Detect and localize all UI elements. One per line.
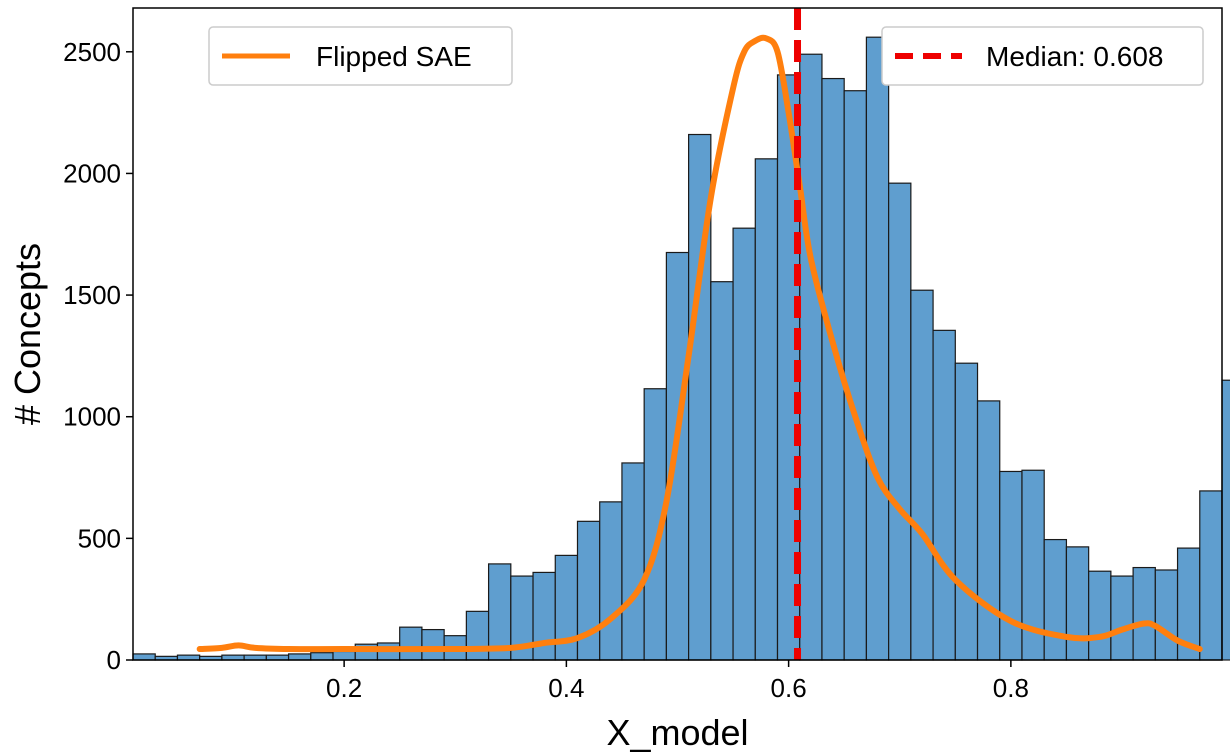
legend-median: Median: 0.608 xyxy=(881,26,1204,86)
y-tick-label: 2500 xyxy=(63,37,121,67)
histogram-bar xyxy=(865,36,890,661)
x-tick-label: 0.4 xyxy=(548,673,584,703)
histogram-bar xyxy=(910,289,934,661)
histogram-bar xyxy=(843,90,868,661)
legend-flipped-sae: Flipped SAE xyxy=(208,26,513,86)
kde-line-flipped-sae xyxy=(196,34,1203,653)
histogram-bar xyxy=(310,652,334,661)
histogram-bar xyxy=(710,281,734,661)
histogram-bar xyxy=(421,628,445,661)
legend-box xyxy=(881,26,1204,86)
y-tick-label: 1500 xyxy=(63,280,121,310)
histogram-bar xyxy=(287,653,312,661)
histogram-bar xyxy=(754,158,779,661)
histogram-bar xyxy=(799,53,823,661)
y-tick-label: 0 xyxy=(107,645,121,675)
histogram-bar xyxy=(1110,575,1134,661)
histogram-bar xyxy=(1199,490,1223,661)
histogram-bar xyxy=(132,653,156,661)
histogram-bar xyxy=(1132,566,1156,661)
y-tick-label: 1000 xyxy=(63,402,121,432)
histogram-bar xyxy=(621,462,645,661)
histogram-bar xyxy=(1065,546,1090,661)
histogram-bar xyxy=(1221,379,1230,661)
legend-box xyxy=(208,26,513,86)
x-tick-label: 0.6 xyxy=(771,673,807,703)
legend-label: Median: 0.608 xyxy=(986,41,1163,72)
histogram-bar xyxy=(999,470,1023,661)
x-tick-label: 0.8 xyxy=(993,673,1029,703)
histogram-bar xyxy=(332,650,356,661)
histogram-bar xyxy=(465,610,490,661)
histogram-bar xyxy=(399,626,423,661)
x-axis-ticks: 0.2 0.4 0.6 0.8 xyxy=(326,660,1029,703)
x-tick-label: 0.2 xyxy=(326,673,362,703)
y-axis-label: # Concepts xyxy=(7,243,48,425)
histogram-bar xyxy=(665,251,690,661)
y-tick-label: 2000 xyxy=(63,158,121,188)
histogram-bar xyxy=(976,400,1001,661)
plot-frame xyxy=(132,7,1223,661)
histogram-bar xyxy=(1088,570,1112,661)
y-axis-ticks: 0 500 1000 1500 2000 2500 xyxy=(63,37,133,675)
histogram-bar xyxy=(954,362,979,661)
histogram-bar xyxy=(932,329,956,661)
histogram-bar xyxy=(732,227,756,661)
histogram-bar xyxy=(599,501,623,661)
histogram-bar xyxy=(1043,538,1068,661)
y-tick-label: 500 xyxy=(78,523,121,553)
histogram-bar xyxy=(1154,569,1179,661)
kde-layer xyxy=(196,34,1203,653)
x-axis-label: X_model xyxy=(606,712,748,753)
histogram-bar xyxy=(888,182,912,661)
legend-label: Flipped SAE xyxy=(316,41,472,72)
histogram-bars xyxy=(132,36,1230,661)
